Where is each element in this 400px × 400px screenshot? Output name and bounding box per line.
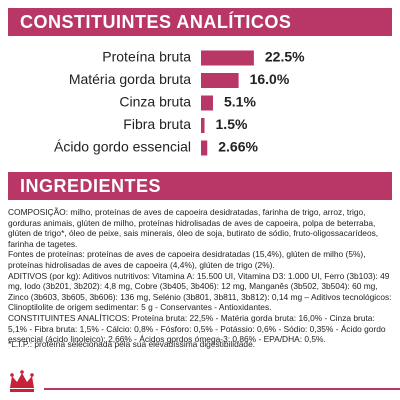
- bar: [201, 95, 213, 111]
- paragraph: COMPOSIÇÃO: milho, proteínas de aves de …: [8, 207, 379, 249]
- bar: [201, 118, 205, 133]
- category-label: Cinza bruta: [119, 94, 191, 110]
- bar: [201, 73, 239, 88]
- bar: [201, 50, 254, 66]
- category-label: Matéria gorda bruta: [69, 71, 191, 87]
- category-label: Proteína bruta: [102, 49, 191, 65]
- category-label: Ácido gordo essencial: [54, 139, 191, 155]
- category-label: Fibra bruta: [123, 116, 191, 132]
- footnote: *L.I.P.: proteína selecionada pela sua e…: [8, 339, 256, 349]
- section-header: CONSTITUINTES ANALÍTICOS: [8, 8, 392, 36]
- paragraph: ADITIVOS (por kg): Aditivos nutritivos: …: [8, 270, 392, 313]
- value-label: 1.5%: [216, 116, 248, 132]
- value-label: 2.66%: [218, 139, 258, 155]
- chart: Proteína bruta 22.5% Matéria gorda bruta 16…: [54, 49, 305, 156]
- brand-logo: [10, 370, 34, 392]
- value-label: 5.1%: [224, 94, 256, 110]
- footer: [10, 370, 400, 392]
- bar: [201, 140, 208, 156]
- paragraph: CONSTITUINTES ANALÍTICOS: Proteína bruta…: [8, 312, 386, 345]
- paragraph: Fontes de proteínas: proteínas de aves d…: [8, 249, 366, 270]
- value-label: 22.5%: [265, 49, 305, 65]
- value-label: 16.0%: [250, 71, 290, 87]
- section-header: INGREDIENTES: [8, 172, 392, 200]
- ingredients-text: COMPOSIÇÃO: milho, proteínas de aves de …: [8, 207, 394, 345]
